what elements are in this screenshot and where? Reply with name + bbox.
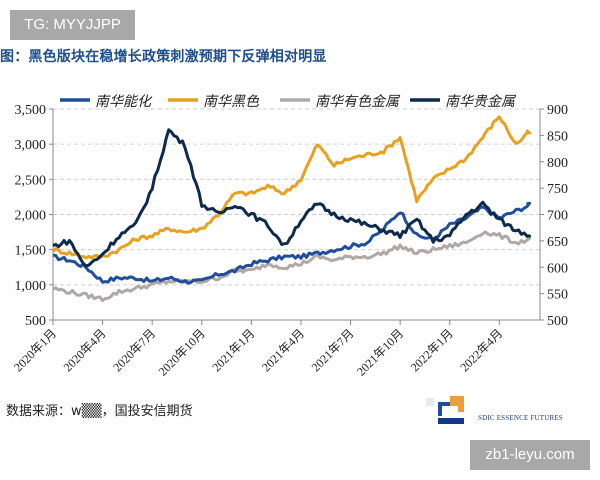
- series-line-3: [52, 230, 532, 303]
- chart-area: 500 1,000 1,500 2,000 2,500 3,000 3,500 500 550 6…: [0, 80, 600, 390]
- series-line-1: [52, 201, 532, 285]
- y-right-tick-label: 750: [547, 182, 568, 197]
- series-line-2: [52, 115, 532, 260]
- x-tick-label: 2020年7月: [110, 326, 158, 374]
- logo-icon: [426, 396, 464, 424]
- x-tick-label: 2022年4月: [457, 326, 505, 374]
- legend-label: 南华贵金属: [445, 94, 517, 110]
- y-left-tick-label: 500: [25, 314, 46, 329]
- x-tick-label: 2021年4月: [259, 326, 307, 374]
- x-tick-label: 2021年10月: [354, 326, 406, 378]
- x-tick-label: 2021年7月: [309, 326, 357, 374]
- x-tick-label: 2020年4月: [61, 326, 109, 374]
- y-left-tick-label: 3,500: [15, 103, 47, 118]
- y-right-tick-label: 700: [547, 209, 568, 224]
- y-right-tick-label: 550: [547, 288, 568, 303]
- x-tick-label: 2020年10月: [156, 326, 208, 378]
- legend-item: 南华能化: [60, 94, 153, 110]
- y-right-tick-label: 900: [547, 103, 568, 118]
- data-source-note: 数据来源：w▒▒，国投安信期货: [6, 404, 193, 419]
- legend-item: 南华黑色: [168, 94, 260, 110]
- y-right-tick-label: 800: [547, 156, 568, 171]
- y-left-tick-label: 1,000: [15, 279, 47, 294]
- x-tick-label: 2022年1月: [408, 326, 456, 374]
- chart-title: 图：黑色版块在稳增长政策刺激预期下反弹相对明显: [0, 49, 327, 65]
- legend-item: 南华有色金属: [280, 94, 401, 110]
- watermark-top: TG: MYYJJPP: [10, 10, 135, 40]
- y-left-tick-label: 2,500: [15, 173, 47, 188]
- company-logo: SDIC ESSENCE FUTURES: [420, 392, 590, 434]
- y-right-tick-label: 600: [547, 261, 568, 276]
- legend-label: 南华能化: [95, 94, 153, 110]
- series-line-4: [52, 128, 532, 268]
- logo-text: SDIC ESSENCE FUTURES: [478, 414, 563, 422]
- y-left-tick-label: 3,000: [15, 138, 47, 153]
- legend-label: 南华黑色: [203, 94, 260, 110]
- legend-label: 南华有色金属: [315, 94, 401, 110]
- y-right-tick-label: 850: [547, 129, 568, 144]
- y-left-tick-label: 2,000: [15, 209, 47, 224]
- legend-item: 南华贵金属: [410, 94, 517, 110]
- y-right-tick-label: 500: [547, 314, 568, 329]
- y-left-tick-label: 1,500: [15, 244, 47, 259]
- x-tick-label: 2021年1月: [209, 326, 257, 374]
- y-right-tick-label: 650: [547, 235, 568, 250]
- watermark-bottom: zb1-leyu.com: [470, 440, 590, 470]
- line-chart: 500 1,000 1,500 2,000 2,500 3,000 3,500 500 550 6…: [11, 94, 568, 379]
- x-tick-label: 2020年1月: [11, 326, 59, 374]
